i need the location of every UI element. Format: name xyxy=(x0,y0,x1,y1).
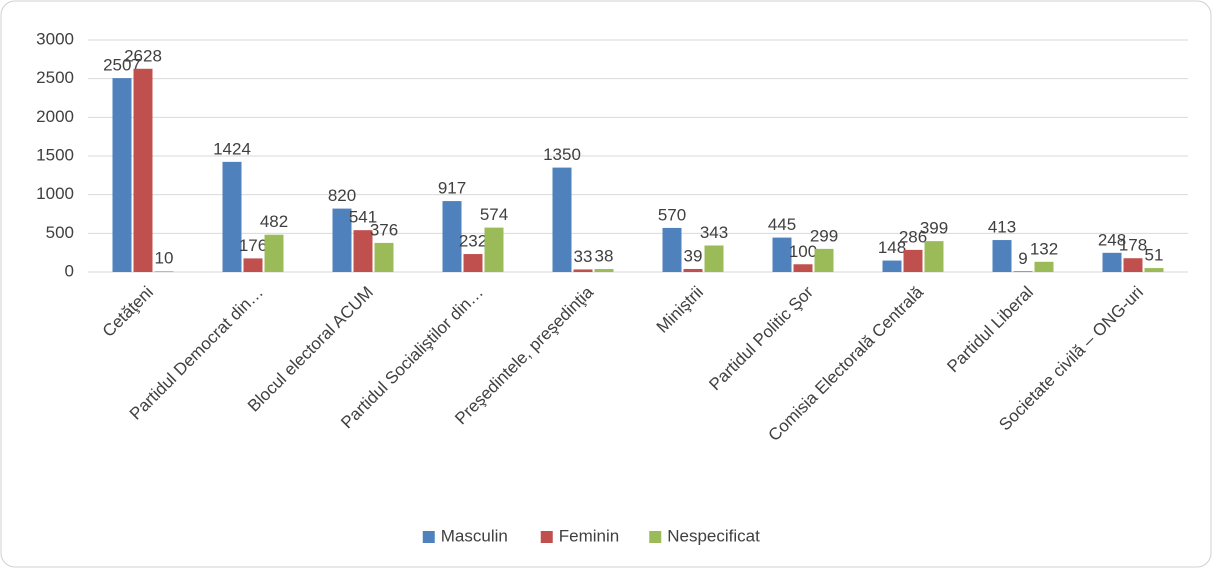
data-label: 9 xyxy=(1018,249,1027,268)
bar xyxy=(1102,252,1122,272)
data-label: 2628 xyxy=(124,46,162,65)
y-tick-label: 3000 xyxy=(36,29,74,48)
data-label: 541 xyxy=(349,208,377,227)
bar xyxy=(442,201,462,272)
bar xyxy=(264,234,284,272)
data-label: 38 xyxy=(595,247,614,266)
bar xyxy=(882,260,902,272)
bar xyxy=(683,268,703,272)
legend-label: Feminin xyxy=(559,526,619,545)
bar xyxy=(662,227,682,272)
data-label: 286 xyxy=(899,227,927,246)
data-label: 39 xyxy=(684,246,703,265)
bar xyxy=(704,245,724,272)
data-label: 343 xyxy=(700,223,728,242)
data-label: 33 xyxy=(574,247,593,266)
data-label: 100 xyxy=(789,242,817,261)
bar xyxy=(992,240,1012,272)
bar xyxy=(814,248,834,272)
bar xyxy=(903,249,923,272)
data-label: 399 xyxy=(920,219,948,238)
bar xyxy=(1123,258,1143,272)
data-label: 570 xyxy=(658,205,686,224)
legend-swatch xyxy=(540,531,553,543)
bar xyxy=(133,68,153,272)
bar xyxy=(1013,271,1033,272)
data-label: 820 xyxy=(328,186,356,205)
bar xyxy=(332,208,352,272)
bar xyxy=(484,227,504,272)
data-label: 132 xyxy=(1030,239,1058,258)
data-label: 232 xyxy=(459,232,487,251)
y-tick-label: 0 xyxy=(65,261,74,280)
bar xyxy=(594,269,614,272)
y-tick-label: 1500 xyxy=(36,145,74,164)
bar xyxy=(154,271,174,272)
legend-label: Masculin xyxy=(441,526,508,545)
y-tick-label: 2000 xyxy=(36,107,74,126)
legend-label: Nespecificat xyxy=(667,526,760,545)
y-tick-label: 1000 xyxy=(36,184,74,203)
bar xyxy=(924,241,944,272)
data-label: 376 xyxy=(370,220,398,239)
data-label: 248 xyxy=(1098,230,1126,249)
data-label: 482 xyxy=(260,212,288,231)
bar xyxy=(573,269,593,272)
bar xyxy=(374,242,394,272)
data-label: 2507 xyxy=(103,56,141,75)
y-tick-label: 2500 xyxy=(36,68,74,87)
y-tick-label: 500 xyxy=(46,223,74,242)
bar xyxy=(243,258,263,272)
bar xyxy=(793,264,813,272)
legend-swatch xyxy=(422,531,435,543)
data-label: 917 xyxy=(438,179,466,198)
data-label: 1424 xyxy=(213,139,251,158)
data-label: 51 xyxy=(1145,246,1164,265)
bar xyxy=(772,237,792,272)
data-label: 299 xyxy=(810,226,838,245)
data-label: 10 xyxy=(155,249,174,268)
bar xyxy=(222,161,242,272)
bar xyxy=(112,78,132,272)
data-label: 574 xyxy=(480,205,508,224)
data-label: 1350 xyxy=(543,145,581,164)
data-label: 176 xyxy=(239,236,267,255)
data-label: 445 xyxy=(768,215,796,234)
bar xyxy=(463,254,483,272)
legend-swatch xyxy=(649,531,662,543)
bar xyxy=(1034,261,1054,272)
bar xyxy=(552,167,572,272)
bar xyxy=(353,230,373,272)
bar xyxy=(1144,268,1164,272)
data-label: 178 xyxy=(1119,236,1147,255)
data-label: 148 xyxy=(878,238,906,257)
data-label: 413 xyxy=(988,218,1016,237)
